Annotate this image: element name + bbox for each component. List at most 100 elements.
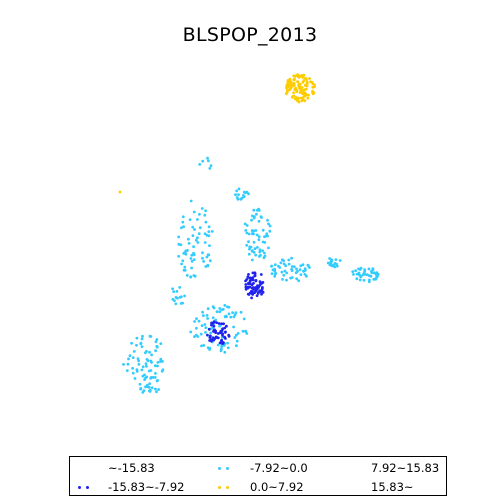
map-point [279,261,283,265]
map-point [209,331,213,335]
legend-swatch-1 [78,466,94,472]
map-point [139,342,143,346]
map-point [177,235,181,239]
legend-swatch-3 [218,466,234,472]
map-point [226,341,230,345]
legend-swatch-2 [78,485,94,491]
map-point [196,241,200,244]
map-point [173,299,176,302]
map-point [247,273,250,276]
map-point [202,260,206,263]
map-point [208,336,212,339]
map-point [284,92,288,96]
legend-label-3: -7.92~0.0 [250,461,308,475]
map-point [140,345,144,348]
map-point [190,259,194,263]
map-point [220,322,223,326]
map-point [189,257,193,260]
map-point [245,243,249,247]
map-point [261,249,264,253]
map-point [151,376,155,379]
map-point [247,281,250,285]
map-point [211,326,214,330]
map-point [212,324,216,328]
map-point [202,344,206,347]
map-point [292,91,295,95]
legend: ~-15.83 -15.83~-7.92 -7.92~0.0 0.0~7.92 … [69,456,447,496]
map-point [211,316,215,320]
map-point [367,267,371,271]
map-point [311,85,315,89]
map-point [293,84,296,87]
map-point [188,218,192,222]
map-point [287,258,291,262]
map-point [234,311,238,315]
map-point [130,341,134,345]
map-point [235,196,239,199]
map-point [257,235,261,239]
map-point [179,295,183,299]
map-point [174,302,178,306]
map-point [271,268,275,272]
map-point [221,342,224,345]
map-point [246,285,250,289]
map-point [141,391,145,394]
map-point [196,236,199,240]
map-point [365,273,369,277]
map-point [257,219,261,223]
map-point [183,294,187,298]
map-point [182,268,186,272]
map-point [203,323,207,326]
map-point [231,311,235,314]
map-point [371,268,375,271]
map-point [206,333,209,337]
map-point [367,280,371,284]
map-point [215,336,219,339]
map-point [197,319,201,323]
map-point [178,286,182,289]
map-point [258,248,262,252]
map-point [270,272,274,275]
map-point [194,238,198,242]
map-point [244,279,248,283]
map-point [205,255,209,259]
map-point [259,215,263,219]
map-point [181,220,185,224]
map-point [245,231,249,235]
map-point [252,281,255,285]
map-point [257,238,261,242]
map-point [246,275,250,279]
map-point [126,362,130,366]
map-point [254,229,258,232]
map-point [290,265,294,268]
map-point [374,272,378,276]
map-point [306,96,310,100]
map-point [248,279,252,283]
map-point [234,333,238,337]
map-point [197,232,201,236]
map-point [180,226,183,230]
map-point [362,278,366,282]
map-point [156,379,160,382]
map-point [235,189,239,193]
map-point [248,291,252,295]
map-point [296,99,300,102]
map-point [156,361,160,364]
map-point [358,278,362,282]
map-point [334,258,338,261]
map-point [177,242,181,246]
map-point [201,310,205,314]
map-point [304,83,307,87]
map-point [296,269,299,273]
map-point [259,253,262,257]
map-point [220,347,223,351]
map-point [256,291,260,295]
map-point [148,382,152,385]
map-point [226,346,230,350]
map-point [221,332,225,336]
map-point [288,77,292,81]
map-point [223,331,227,334]
legend-label-1: ~-15.83 [108,461,155,475]
map-point [185,274,189,277]
